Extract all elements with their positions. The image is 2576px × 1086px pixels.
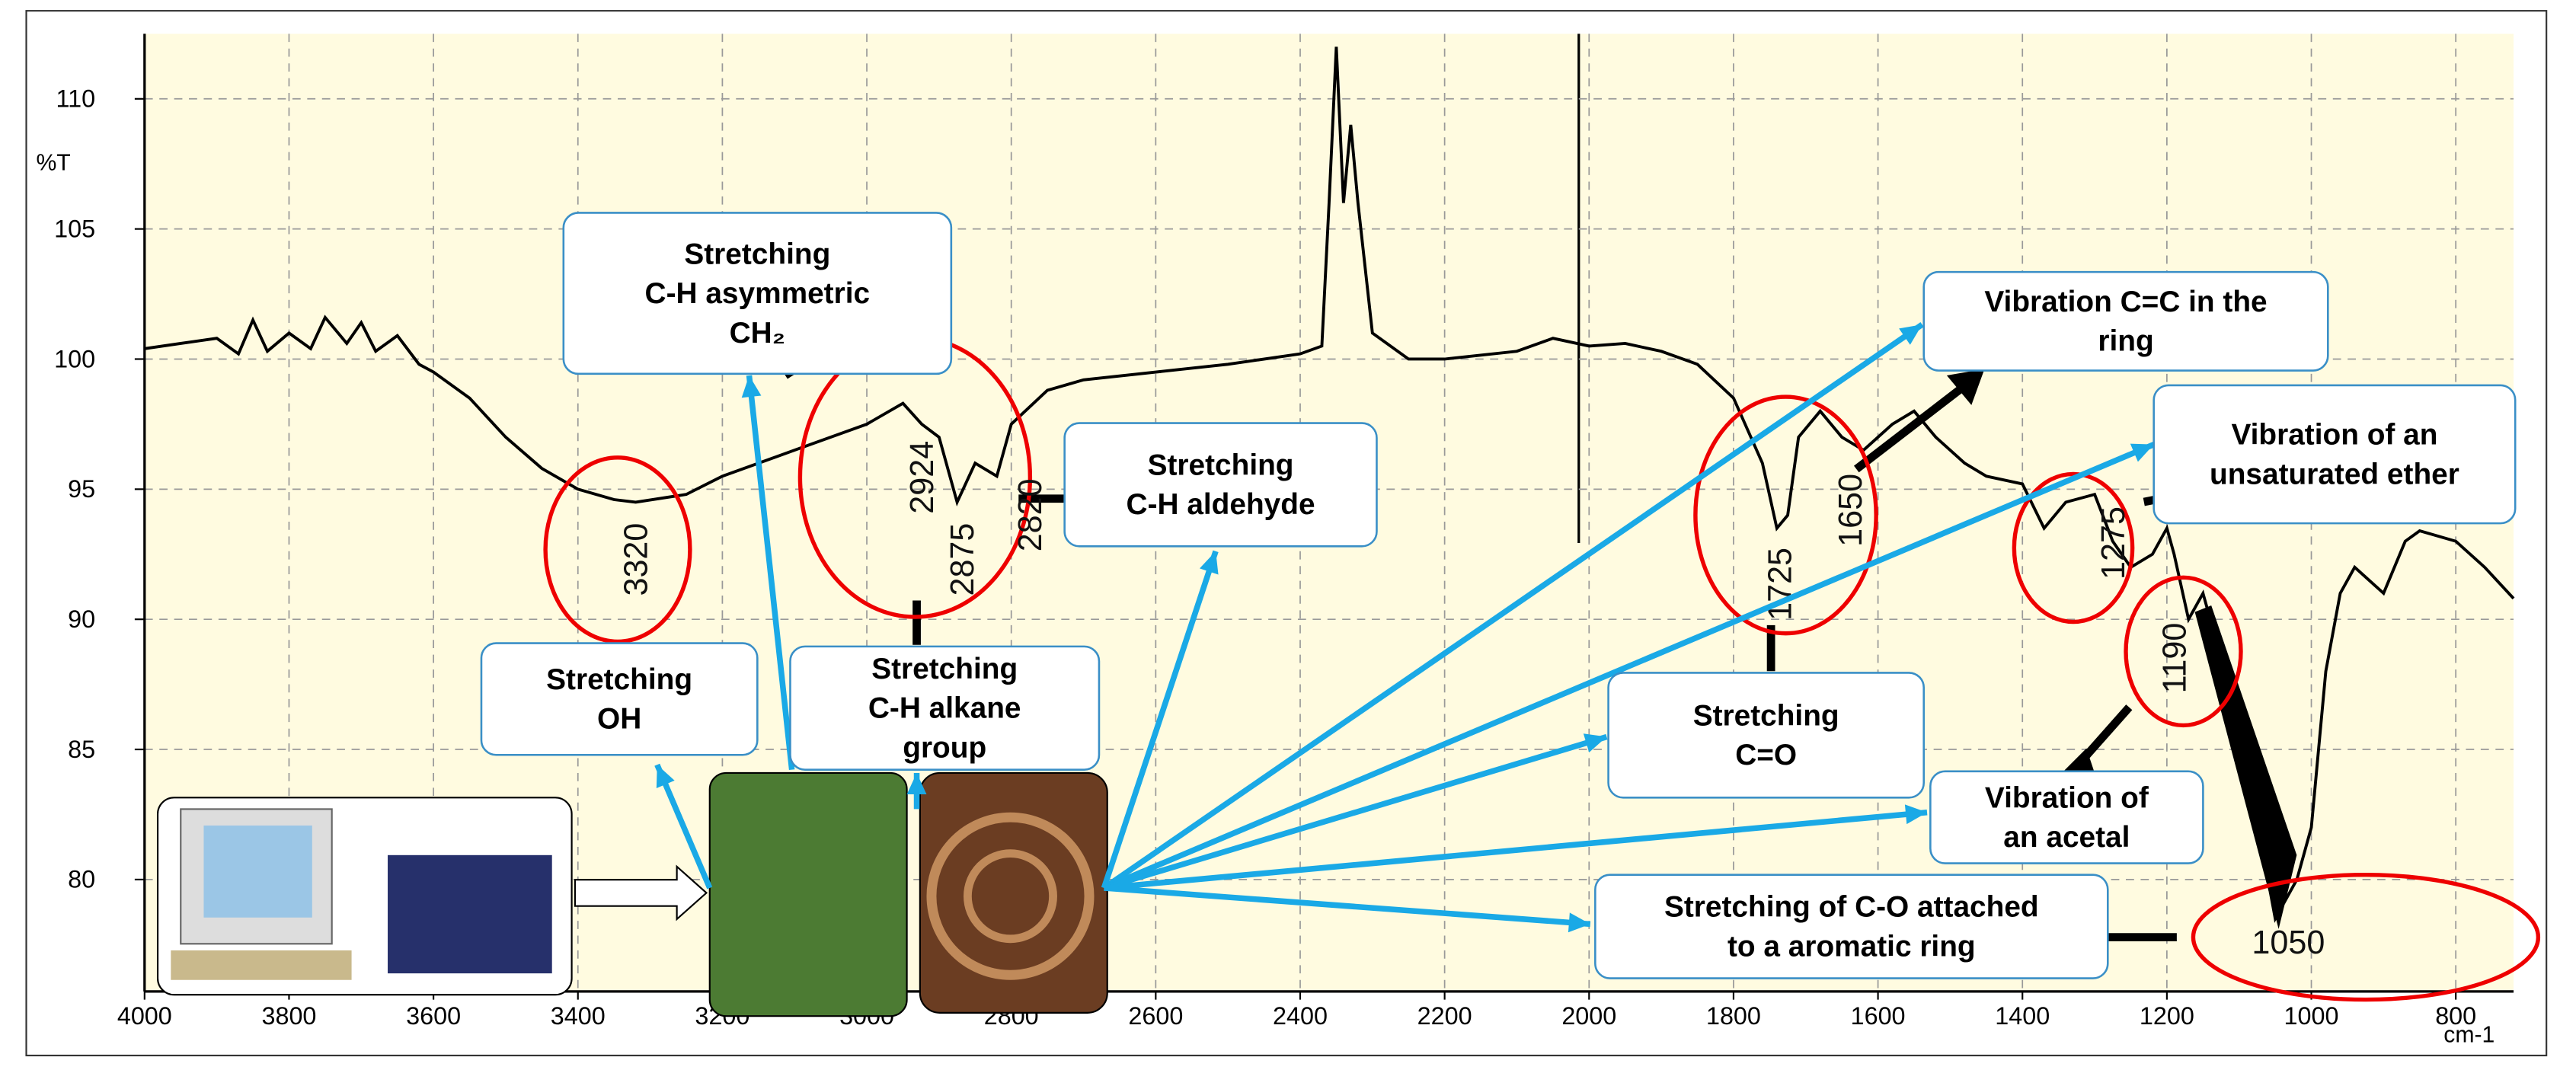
peak-label: 3320 xyxy=(618,523,655,596)
peak-label: 2924 xyxy=(904,441,941,514)
callout-arrow xyxy=(1104,885,1591,928)
x-tick-label: 1200 xyxy=(2140,1002,2194,1030)
annotation-text: C=O xyxy=(1735,739,1797,771)
annotation-text: Vibration C=C in the xyxy=(1984,286,2267,318)
y-tick-label: 80 xyxy=(68,866,95,893)
x-tick-label: 3800 xyxy=(261,1002,316,1030)
callout-arrow-head xyxy=(1199,551,1219,575)
callout-arrow xyxy=(746,375,795,771)
y-tick-label: 110 xyxy=(56,85,96,113)
annotation-text: an acetal xyxy=(2003,821,2130,854)
pointer-head xyxy=(1946,369,1985,405)
annotation-text: Vibration of an xyxy=(2231,419,2437,452)
annotation-text: OH xyxy=(597,703,641,736)
annotation-box xyxy=(1063,422,1378,548)
decoration xyxy=(156,771,1108,1017)
callout-arrow-head xyxy=(741,375,762,398)
peak-highlight xyxy=(543,455,692,644)
pointer-head xyxy=(2061,748,2095,773)
annotation-text: C-H alkane xyxy=(868,692,1021,725)
peak-label: 2875 xyxy=(944,523,981,596)
x-tick-label: 2000 xyxy=(1561,1002,1616,1030)
annotation-text: ring xyxy=(2098,325,2153,358)
callout-arrow xyxy=(654,763,713,890)
x-tick-label: 3600 xyxy=(406,1002,461,1030)
x-tick-label: 1800 xyxy=(1706,1002,1761,1030)
peak-label: 1650 xyxy=(1833,474,1869,547)
peak-label: 1275 xyxy=(2095,506,2132,580)
plant-photo xyxy=(708,771,908,1017)
x-axis-label: cm-1 xyxy=(2443,1023,2495,1048)
annotation-text: Stretching xyxy=(1693,699,1839,732)
annotation-text: group xyxy=(903,731,986,764)
annotation-box xyxy=(2153,384,2517,525)
peak-highlight xyxy=(1693,394,1878,636)
annotation-box xyxy=(1922,270,2329,372)
callout-arrow-head xyxy=(1583,733,1607,752)
x-tick-label: 1400 xyxy=(1995,1002,2050,1030)
callout-arrow xyxy=(1103,733,1608,891)
annotation-text: Stretching xyxy=(1148,449,1294,481)
annotation-box xyxy=(789,645,1101,771)
y-tick-label: 100 xyxy=(54,345,95,372)
callout-arrow-head xyxy=(1904,804,1928,825)
x-tick-label: 2200 xyxy=(1417,1002,1472,1030)
callout-arrow-head xyxy=(906,772,927,795)
peak-label: 2820 xyxy=(1012,478,1049,551)
wedge xyxy=(2194,605,2297,929)
callout-arrow xyxy=(1104,809,1928,891)
peak-highlight xyxy=(2012,471,2135,624)
y-tick-label: 85 xyxy=(68,736,95,763)
keyboard xyxy=(171,950,352,980)
series xyxy=(144,46,2515,923)
y-axis-label: %T xyxy=(36,150,70,175)
x-tick-label: 800 xyxy=(2435,1002,2476,1030)
annotation-box xyxy=(480,642,759,756)
callout-arrow-head xyxy=(656,765,675,789)
arrow xyxy=(574,864,708,922)
annotation-box xyxy=(1929,770,2204,864)
peak-highlight xyxy=(2191,872,2541,1002)
x-tick-label: 2400 xyxy=(1273,1002,1328,1030)
callout-arrow xyxy=(1102,322,1924,891)
spectrometer xyxy=(388,854,552,974)
y-tick-label: 105 xyxy=(54,215,95,242)
y-tick-label: 90 xyxy=(68,605,95,633)
annotation-box xyxy=(1607,672,1926,799)
annotation-text: C-H aldehyde xyxy=(1127,488,1315,521)
screen xyxy=(203,825,312,918)
x-tick-label: 3400 xyxy=(551,1002,606,1030)
basket-ring xyxy=(926,812,1095,980)
peak-label: 1190 xyxy=(2156,623,2193,694)
annotation-box xyxy=(562,212,953,375)
annotation-text: CH₂ xyxy=(730,317,785,350)
callout-arrow-head xyxy=(1568,912,1590,933)
annotation-text: unsaturated ether xyxy=(2210,458,2459,490)
y-tick-label: 95 xyxy=(68,475,95,503)
annotation-text: to a aromatic ring xyxy=(1727,930,1976,963)
annotation-text: C-H asymmetric xyxy=(645,277,871,310)
annotation-text: Stretching of C-O attached xyxy=(1664,891,2039,924)
callout-arrow-head xyxy=(1899,324,1922,345)
annotation-text: Stretching xyxy=(684,238,830,270)
callout-arrow-head xyxy=(2130,443,2154,462)
callout-arrow xyxy=(1102,442,2156,891)
spectrum-line xyxy=(144,46,2515,923)
annotation-text: Stretching xyxy=(546,663,692,696)
peak-highlight xyxy=(2124,575,2243,728)
x-tick-label: 2600 xyxy=(1128,1002,1183,1030)
x-tick-label: 1000 xyxy=(2284,1002,2339,1030)
peak-label: 1050 xyxy=(2252,925,2325,961)
callout-arrow xyxy=(1101,550,1219,890)
pointer xyxy=(1853,383,1966,473)
annotation-text: Stretching xyxy=(871,653,1018,685)
x-tick-label: 1600 xyxy=(1851,1002,1906,1030)
x-tick-label: 4000 xyxy=(117,1002,172,1030)
basket-ring xyxy=(964,849,1057,944)
annotation-box xyxy=(1594,874,2109,979)
annotation-text: Vibration of xyxy=(1985,781,2149,814)
